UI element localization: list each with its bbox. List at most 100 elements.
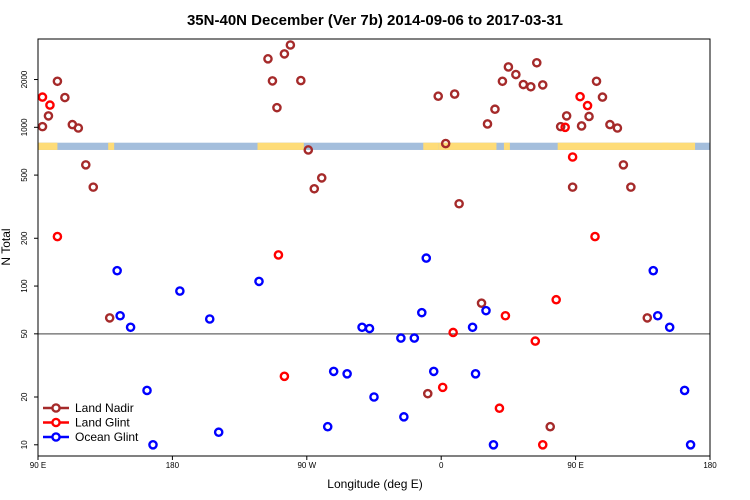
data-point <box>125 322 136 333</box>
data-point <box>490 104 500 115</box>
data-point <box>342 369 352 379</box>
data-point <box>204 314 215 324</box>
data-point <box>551 294 561 305</box>
data-point <box>303 145 314 155</box>
data-point <box>531 57 542 68</box>
data-point <box>481 305 491 316</box>
data-point <box>618 160 629 170</box>
legend-marker <box>51 403 61 413</box>
data-point <box>537 439 548 450</box>
data-point <box>428 366 439 377</box>
data-point <box>503 62 514 72</box>
data-point <box>500 310 511 321</box>
data-point <box>396 333 406 343</box>
data-point <box>267 76 278 86</box>
y-tick-label: 50 <box>20 329 29 338</box>
data-point <box>263 54 273 64</box>
data-point <box>664 322 675 333</box>
land-segment <box>38 142 58 150</box>
y-tick-label: 2000 <box>20 70 29 88</box>
land-segment <box>108 142 115 150</box>
data-point <box>88 182 99 192</box>
legend-marker <box>51 417 61 428</box>
data-point <box>590 231 600 242</box>
data-point <box>273 250 284 260</box>
x-tick-label: 0 <box>439 461 444 470</box>
data-point <box>530 336 541 346</box>
legend-label: Land Nadir <box>75 401 134 415</box>
series-ocean-glint <box>112 253 696 450</box>
data-point <box>605 119 615 130</box>
data-point <box>80 160 91 170</box>
data-point <box>440 138 451 149</box>
data-point <box>409 333 420 343</box>
data-point <box>591 76 602 87</box>
data-point <box>526 81 536 92</box>
chart-title: 35N-40N December (Ver 7b) 2014-09-06 to … <box>187 12 563 29</box>
x-axis: 90 E 180 90 W 0 90 E 180 <box>30 456 717 470</box>
data-point <box>399 412 409 422</box>
data-point <box>576 121 587 131</box>
data-point <box>254 276 264 287</box>
data-point <box>597 92 608 102</box>
data-point <box>449 89 460 99</box>
data-point <box>309 183 320 194</box>
y-tick-label: 1000 <box>20 118 29 136</box>
data-point <box>537 80 548 90</box>
land-segment <box>557 142 696 150</box>
data-point <box>454 198 464 209</box>
data-point <box>612 123 623 133</box>
data-point <box>511 69 521 80</box>
x-tick-label: 90 E <box>30 461 46 470</box>
data-point <box>642 313 653 323</box>
data-point <box>279 49 290 59</box>
y-tick-label: 200 <box>20 231 29 245</box>
y-axis: 10 20 50 100 200 500 1000 2000 <box>20 70 38 449</box>
y-tick-label: 100 <box>20 279 29 293</box>
data-point <box>328 366 339 377</box>
data-points <box>37 40 696 450</box>
data-point <box>560 122 570 133</box>
legend-marker <box>51 432 61 442</box>
data-point <box>142 385 152 396</box>
land-segment <box>503 142 510 150</box>
data-point <box>369 392 379 402</box>
land-segment <box>257 142 304 150</box>
data-point <box>582 100 593 111</box>
data-point <box>285 40 296 50</box>
data-point <box>148 439 158 450</box>
data-point <box>470 369 481 379</box>
data-point <box>213 427 224 438</box>
data-point <box>437 382 448 393</box>
x-tick-label: 180 <box>703 461 717 470</box>
land-segment <box>423 142 439 150</box>
data-point <box>685 439 696 450</box>
land-ocean-strip <box>38 142 710 150</box>
data-point <box>448 327 458 338</box>
series-land-glint <box>37 91 600 450</box>
x-tick-label: 180 <box>166 461 180 470</box>
legend-item: Land Nadir <box>43 401 134 415</box>
data-point <box>175 286 185 296</box>
data-point <box>60 92 70 103</box>
data-point <box>648 265 659 276</box>
data-point <box>52 76 63 87</box>
land-segment <box>438 142 497 150</box>
data-point <box>112 265 122 276</box>
x-tick-label: 90 E <box>567 461 583 470</box>
y-tick-label: 10 <box>20 440 29 449</box>
data-point <box>561 111 572 121</box>
data-point <box>476 298 487 308</box>
data-point <box>364 323 375 334</box>
data-point <box>37 121 48 132</box>
data-point <box>45 100 55 110</box>
y-tick-label: 500 <box>20 168 29 182</box>
data-point <box>296 75 306 86</box>
data-point <box>279 371 290 382</box>
series-land-nadir <box>37 40 653 432</box>
legend-item: Land Glint <box>43 416 130 430</box>
data-point <box>584 111 594 122</box>
legend-label: Ocean Glint <box>75 430 139 444</box>
